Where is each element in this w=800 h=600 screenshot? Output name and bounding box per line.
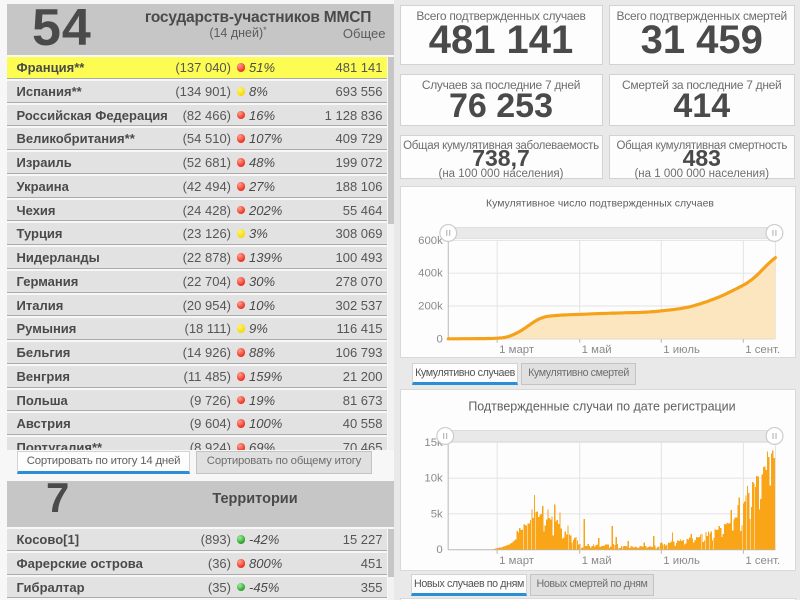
svg-text:400k: 400k [418, 268, 443, 280]
svg-text:5k: 5k [430, 508, 442, 520]
svg-text:1 май: 1 май [581, 344, 611, 356]
svg-text:Кумулятивное число подтвержден: Кумулятивное число подтвержденных случае… [485, 198, 713, 209]
svg-text:0: 0 [436, 544, 442, 556]
svg-text:600k: 600k [418, 235, 443, 247]
svg-text:1 июль: 1 июль [663, 344, 700, 356]
svg-text:200k: 200k [418, 300, 443, 312]
svg-text:1 март: 1 март [499, 344, 535, 356]
svg-text:1 сент.: 1 сент. [745, 555, 780, 567]
svg-text:1 март: 1 март [499, 555, 535, 567]
svg-text:0: 0 [436, 333, 442, 345]
svg-text:1 июль: 1 июль [663, 555, 700, 567]
svg-text:1 сент.: 1 сент. [745, 344, 780, 356]
svg-text:Подтвержденные случаи по дате: Подтвержденные случаи по дате регистраци… [468, 399, 735, 413]
svg-text:1 май: 1 май [581, 555, 611, 567]
svg-text:10k: 10k [424, 473, 443, 485]
